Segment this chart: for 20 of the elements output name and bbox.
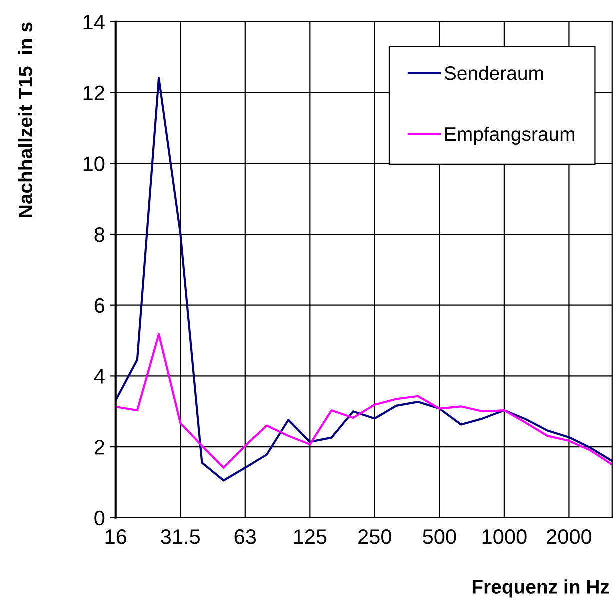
y-tick-label: 12 bbox=[84, 86, 104, 100]
y-tick-label: 0 bbox=[94, 510, 105, 526]
y-tick-label: 2 bbox=[94, 440, 104, 455]
x-tick-label: 500 bbox=[423, 530, 456, 544]
y-tick-label: 6 bbox=[94, 298, 105, 314]
y-axis-title: Nachhallzeit T15 in s bbox=[18, 22, 33, 218]
y-tick-label: 14 bbox=[84, 15, 105, 30]
legend-label: Empfangsraum bbox=[446, 126, 574, 146]
x-axis-title: Frequenz in Hz bbox=[472, 580, 610, 598]
x-tick-label: 63 bbox=[234, 530, 256, 544]
x-tick-label: 16 bbox=[106, 530, 127, 544]
x-tick-label: 250 bbox=[358, 530, 392, 544]
y-tick-label: 4 bbox=[94, 369, 105, 384]
y-tick-label: 10 bbox=[84, 156, 105, 172]
x-tick-label: 2000 bbox=[547, 530, 592, 544]
x-tick-label: 125 bbox=[294, 530, 327, 544]
legend-label: Senderaum bbox=[444, 66, 544, 80]
y-tick-label: 8 bbox=[94, 228, 105, 242]
x-tick-label: 31.5 bbox=[161, 530, 200, 544]
x-tick-label: 1000 bbox=[482, 530, 527, 544]
